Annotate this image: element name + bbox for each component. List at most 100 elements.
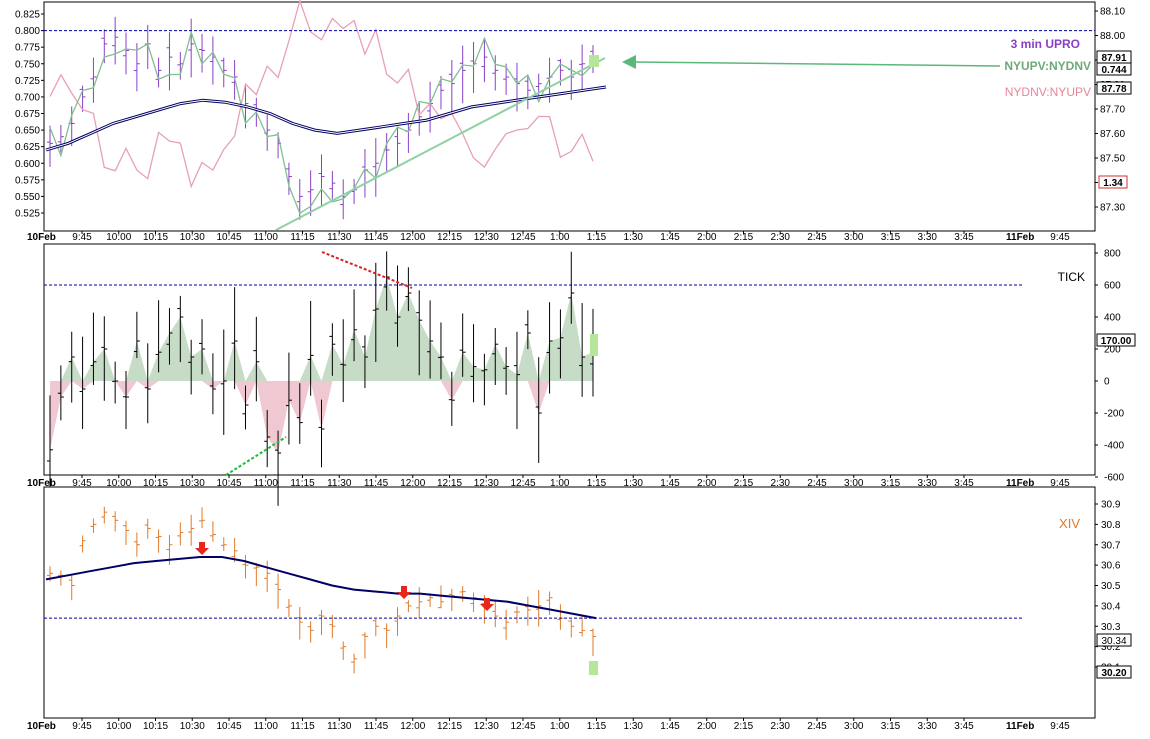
xiv-axis-label: 30.7 xyxy=(1101,540,1121,551)
time-axis-label: 10:15 xyxy=(143,478,168,489)
time-axis-label: 12:45 xyxy=(510,721,535,732)
time-axis-after-end: 9:45 xyxy=(1050,721,1070,732)
xiv-axis-label: 30.4 xyxy=(1101,601,1121,612)
middle-panel-frame xyxy=(43,243,1096,476)
nydnv-last-box xyxy=(1098,175,1128,189)
arrow-shaft xyxy=(631,61,1001,67)
time-axis-label: 12:30 xyxy=(474,721,499,732)
time-axis-day-end: 11Feb xyxy=(1006,478,1034,489)
tick-readout-box xyxy=(1096,333,1136,347)
time-axis-label: 2:30 xyxy=(771,721,791,732)
time-axis-label: 1:15 xyxy=(587,478,607,489)
time-axis-day-start: 10Feb xyxy=(27,478,56,489)
time-axis-label: 10:15 xyxy=(143,721,168,732)
time-axis-day-start: 10Feb xyxy=(27,721,56,732)
top-left-tick-label: 0.675 xyxy=(15,109,40,120)
tick-axis-label: -400 xyxy=(1104,441,1124,452)
time-axis-label: 1:45 xyxy=(660,721,680,732)
xiv-moving-average xyxy=(45,556,597,620)
time-axes: 10Feb 9:45 10:00 10:15 10:30 10:45 11:00 11:15 1… xyxy=(27,231,1070,732)
nydnv-last-readout: 1.34 xyxy=(1103,178,1123,189)
time-axis-label: 3:00 xyxy=(844,478,864,489)
time-axis-label: 1:15 xyxy=(587,232,607,243)
chart-annotations xyxy=(44,30,1095,675)
ma-last-readout: 87.78 xyxy=(1101,84,1126,95)
time-axis-label: 3:15 xyxy=(881,232,901,243)
time-axis-label: 10:45 xyxy=(216,478,241,489)
top-left-tick-label: 0.625 xyxy=(15,142,40,153)
time-axis-label: 1:00 xyxy=(550,721,570,732)
top-left-tick-label: 0.775 xyxy=(15,43,40,54)
time-axis-label: 3:45 xyxy=(954,721,974,732)
tick-resistance-dash xyxy=(321,251,413,289)
time-axis-label: 1:30 xyxy=(624,232,644,243)
time-axis-label: 2:30 xyxy=(771,478,791,489)
time-axis-label: 11:45 xyxy=(364,232,389,243)
ratio-last-readout: 0.744 xyxy=(1101,65,1126,76)
xiv-down-arrow xyxy=(480,598,494,611)
time-axis-label: 9:45 xyxy=(72,478,92,489)
time-axis-label: 11:15 xyxy=(290,721,315,732)
time-axis-label: 2:00 xyxy=(697,721,717,732)
time-axis-label: 2:15 xyxy=(734,232,754,243)
time-axis-label: 9:45 xyxy=(72,232,92,243)
top-left-tick-label: 0.725 xyxy=(15,76,40,87)
time-axis-day-start: 10Feb xyxy=(27,232,56,243)
tick-axis-ticks: 800 600 400 200 0 -200 -400 -600 xyxy=(1095,249,1124,484)
xiv-axis-label: 30.3 xyxy=(1101,622,1121,633)
time-axis-label: 3:15 xyxy=(881,721,901,732)
top-panel-frame xyxy=(43,1,1096,232)
time-axis-label: 12:30 xyxy=(474,232,499,243)
time-axis-day-end: 11Feb xyxy=(1006,232,1034,243)
xiv-ref-box xyxy=(1096,633,1132,647)
time-axis-label: 12:45 xyxy=(510,232,535,243)
xiv-axis-label: 30.6 xyxy=(1101,561,1121,572)
time-axis-label: 2:15 xyxy=(734,478,754,489)
top-left-tick-label: 0.575 xyxy=(15,175,40,186)
ma-last-box xyxy=(1096,81,1132,95)
ratio-last-box xyxy=(1096,62,1132,76)
xiv-axis-label: 30.2 xyxy=(1101,642,1121,653)
tick-last-highlight xyxy=(590,334,598,356)
time-axis-label: 10:30 xyxy=(180,232,205,243)
time-axis-label: 11:00 xyxy=(254,232,279,243)
time-axis-label: 3:30 xyxy=(918,232,938,243)
time-axis-label: 11:15 xyxy=(290,232,315,243)
tick-positive-fill xyxy=(50,277,593,381)
top-left-tick-label: 0.825 xyxy=(15,10,40,21)
tick-axis-label: 400 xyxy=(1104,313,1121,324)
top-right-tick-label: 87.30 xyxy=(1100,203,1125,214)
tick-ohlc-bars xyxy=(47,251,596,506)
time-axis-label: 10:00 xyxy=(106,478,131,489)
upro-moving-average-inner xyxy=(45,86,607,151)
time-axis-label: 2:45 xyxy=(807,478,827,489)
tick-readout: 170.00 xyxy=(1101,336,1132,347)
upro-label: 3 min UPRO xyxy=(1011,37,1080,51)
time-axis-label: 1:30 xyxy=(624,478,644,489)
time-axis-label: 3:00 xyxy=(844,721,864,732)
time-axis-label: 3:30 xyxy=(918,478,938,489)
xiv-axis-ticks: 30.930.830.730.630.530.430.330.230.1 xyxy=(1095,500,1121,674)
time-axis-label: 10:45 xyxy=(216,232,241,243)
time-axis-label: 1:45 xyxy=(660,232,680,243)
time-axis-label: 12:15 xyxy=(437,478,462,489)
xiv-axis-label: 30.5 xyxy=(1101,581,1121,592)
upro-trendline xyxy=(275,57,606,231)
top-left-tick-label: 0.550 xyxy=(15,192,40,203)
xiv-axis-label: 30.8 xyxy=(1101,520,1121,531)
time-axis-label: 3:45 xyxy=(954,478,974,489)
time-axis-label: 12:15 xyxy=(437,232,462,243)
time-axis-label: 3:30 xyxy=(918,721,938,732)
time-axis-label: 2:45 xyxy=(807,721,827,732)
time-axis-label: 10:00 xyxy=(106,721,131,732)
xiv-overlay-lines xyxy=(45,556,597,620)
time-axis-label: 2:15 xyxy=(734,721,754,732)
xiv-down-arrow xyxy=(195,542,209,555)
time-axis-label: 10:45 xyxy=(216,721,241,732)
top-left-tick-label: 0.600 xyxy=(15,159,40,170)
top-indicator-lines xyxy=(45,0,607,215)
time-axis-label: 12:30 xyxy=(474,478,499,489)
tick-axis-label: 800 xyxy=(1104,249,1121,260)
